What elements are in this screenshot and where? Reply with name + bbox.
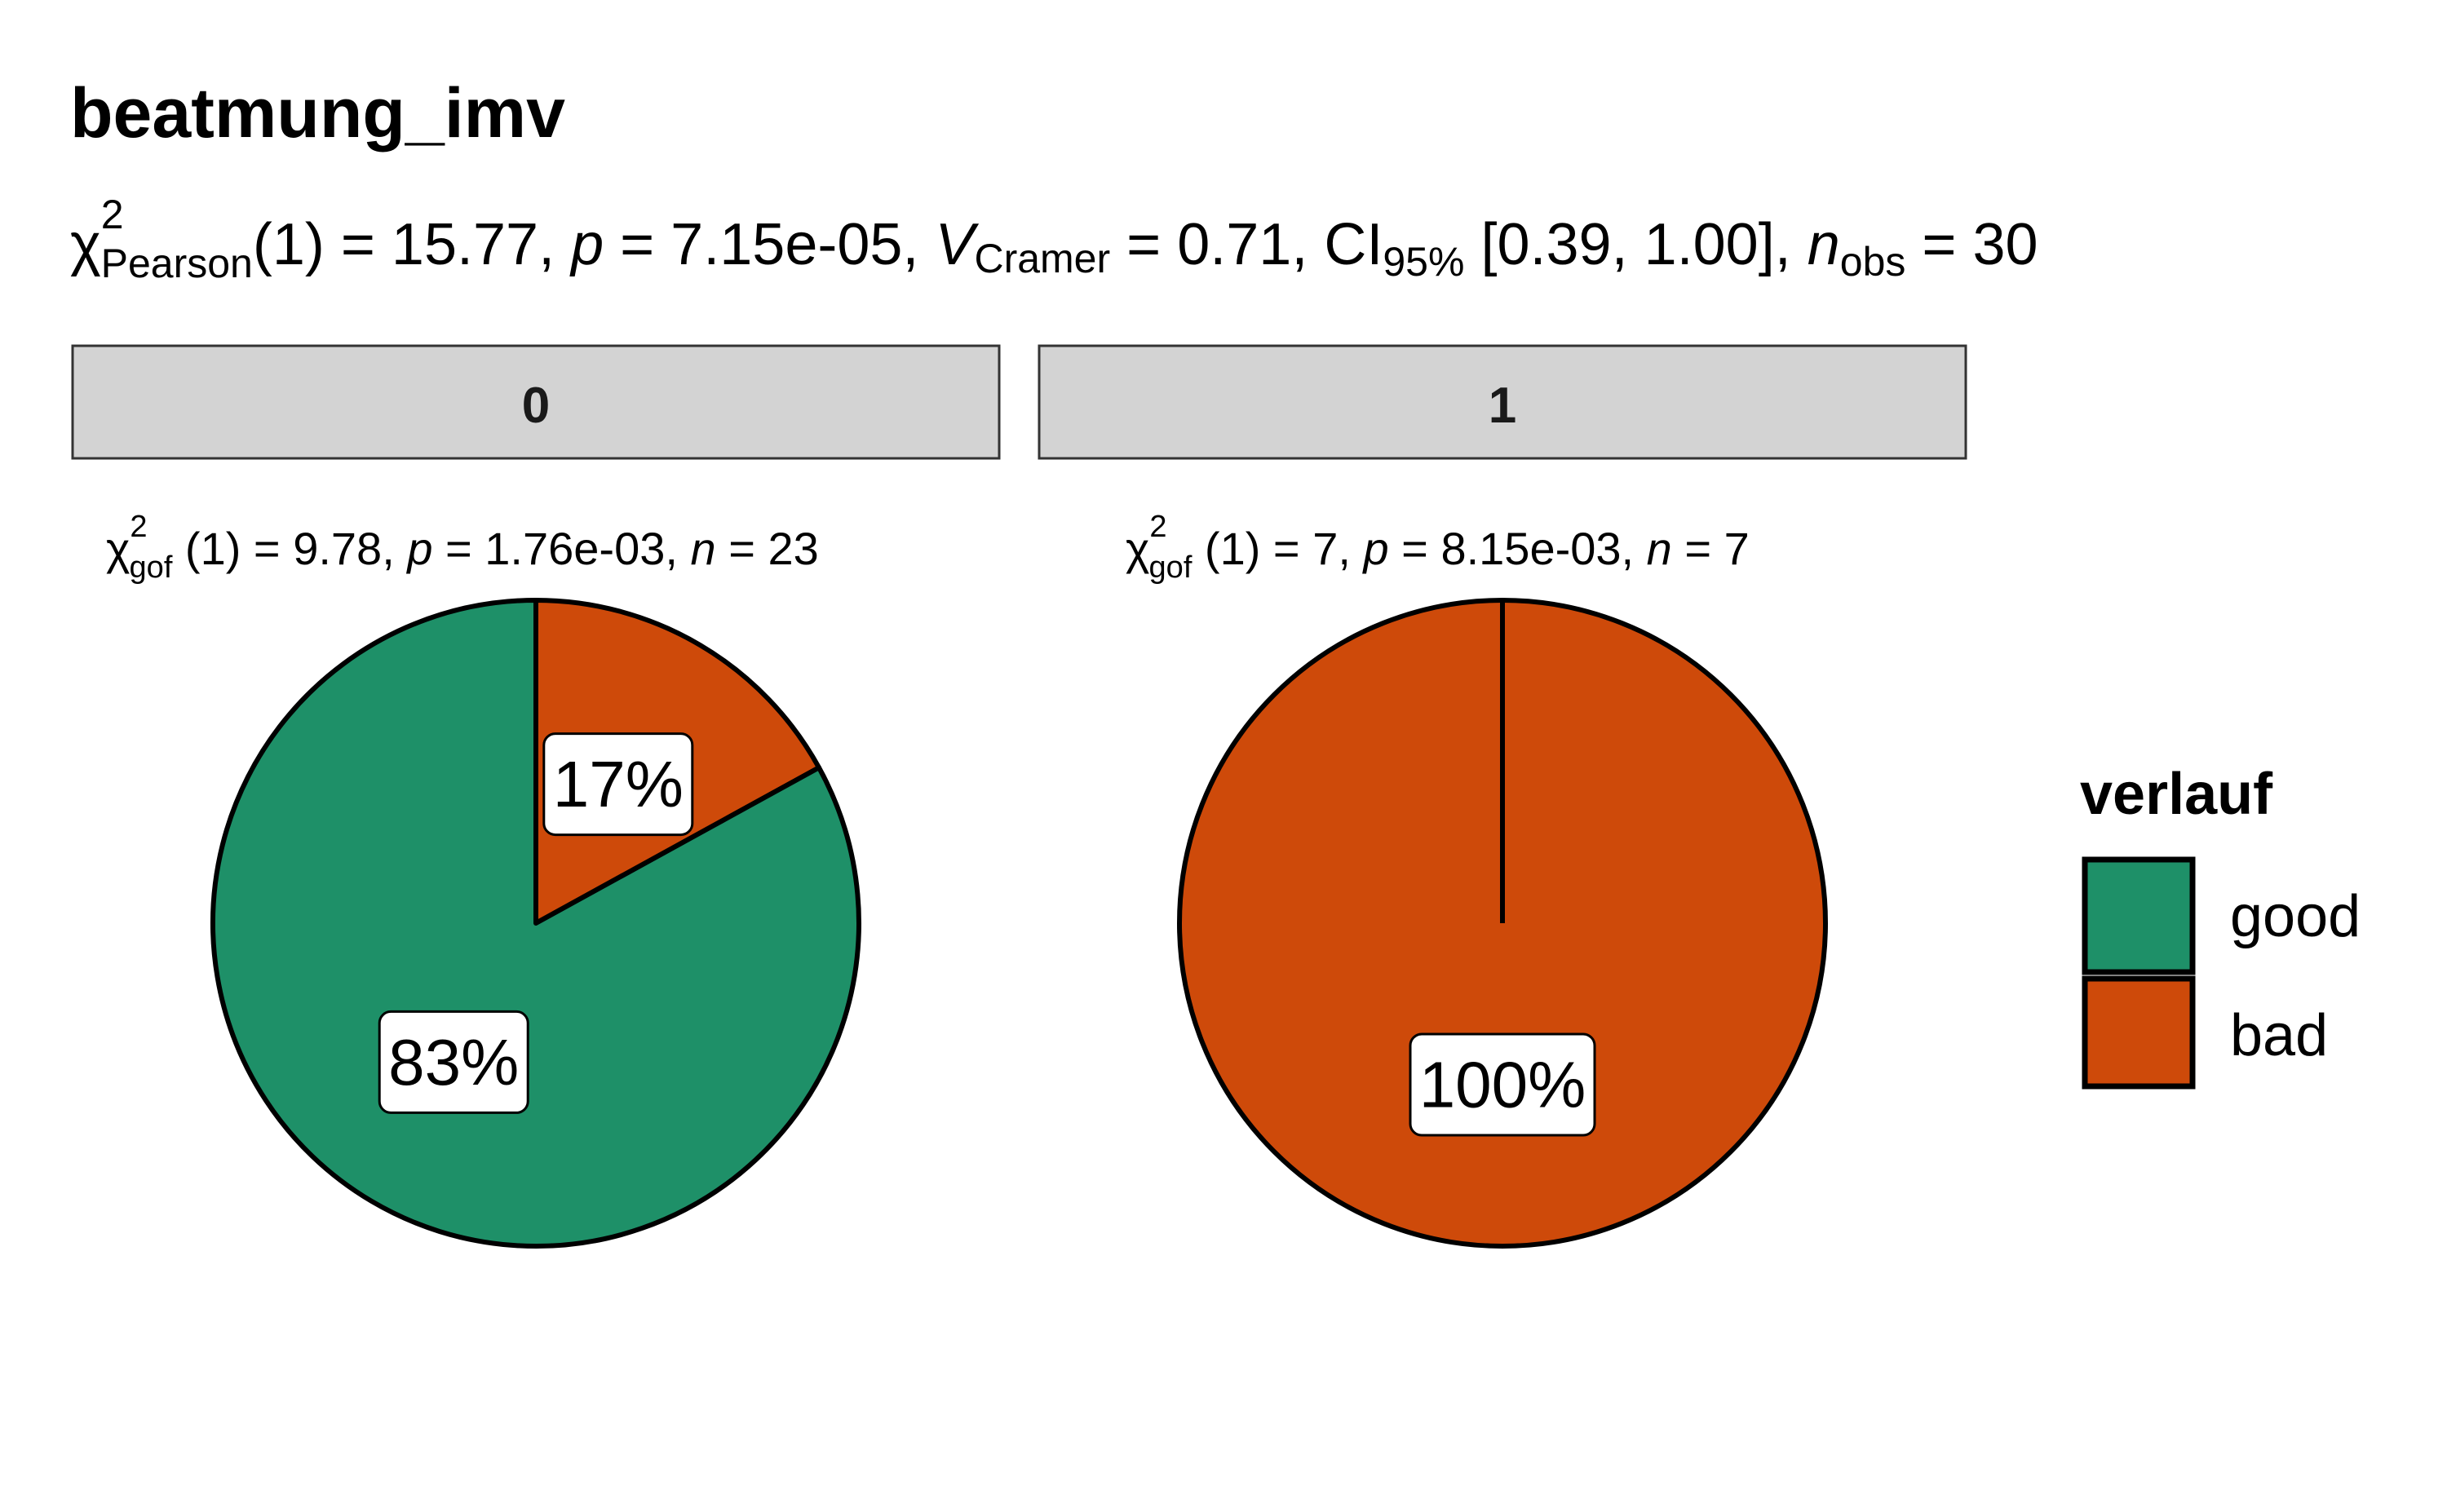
legend-key-good [2082,856,2196,975]
subtitle-p-val: = 7.15e-05, [604,212,935,277]
slice-label-good: 83% [378,1010,529,1114]
slice-label-box [378,1010,529,1114]
chart-title: beatmung_imv [70,74,565,153]
chart-subtitle: χ2 Pearson(1) = 15.77, p = 7.15e-05, VCra… [70,192,2038,286]
subtitle-v-sub: Cramer [974,236,1110,281]
legend-title: verlauf [2080,762,2273,827]
facet-1: 1 χ2 gof (1) = 7, p = 8.15e-03, n = 7 100… [1038,344,1967,1249]
facet-caption-1: χ2 gof (1) = 7, p = 8.15e-03, n = 7 [1126,510,1750,585]
legend-label-good: good [2230,884,2361,949]
facet-caption-0: χ2 gof (1) = 9.78, p = 1.76e-03, n = 23 [106,510,819,585]
slice-label-text: 83% [388,1026,519,1099]
subtitle-stat: (1) = 15.77, [253,212,571,277]
facet-0: 0 χ2 gof (1) = 9.78, p = 1.76e-03, n = 23… [71,344,1001,1249]
pie-slice-good [210,598,862,1249]
subtitle-n-sub: obs [1840,239,1906,285]
facet-strip-label-0: 0 [522,378,550,434]
subtitle-ci-sub: 95% [1383,239,1464,285]
facet-strip-label-1: 1 [1489,378,1516,434]
subtitle-chi: χ [70,212,101,277]
subtitle-n: n [1808,212,1840,277]
legend: verlauf good bad [2080,762,2361,1090]
facet-strip-0 [71,344,1001,460]
slice-label-bad: 17% [542,732,694,837]
slice-label-box [542,732,694,837]
slice-label-text: 100% [1419,1049,1586,1121]
subtitle-chi-sub: Pearson [101,241,253,286]
slice-label-text: 17% [553,748,684,820]
subtitle-ci-val: [0.39, 1.00], [1464,212,1807,277]
pie-0: 17% 83% [210,598,862,1249]
pie-1: 100% [1177,598,1828,1249]
slice-label-bad: 100% [1409,1032,1596,1137]
subtitle-v: V [935,212,979,277]
slice-label-box [1409,1032,1596,1137]
subtitle-p: p [569,212,604,277]
subtitle-n-val: = 30 [1905,212,2038,277]
subtitle-chi-sup: 2 [101,192,124,237]
legend-key-bad [2082,975,2196,1090]
facet-strip-1 [1038,344,1967,460]
subtitle-v-val: = 0.71, CI [1110,212,1383,277]
legend-label-bad: bad [2230,1003,2328,1068]
